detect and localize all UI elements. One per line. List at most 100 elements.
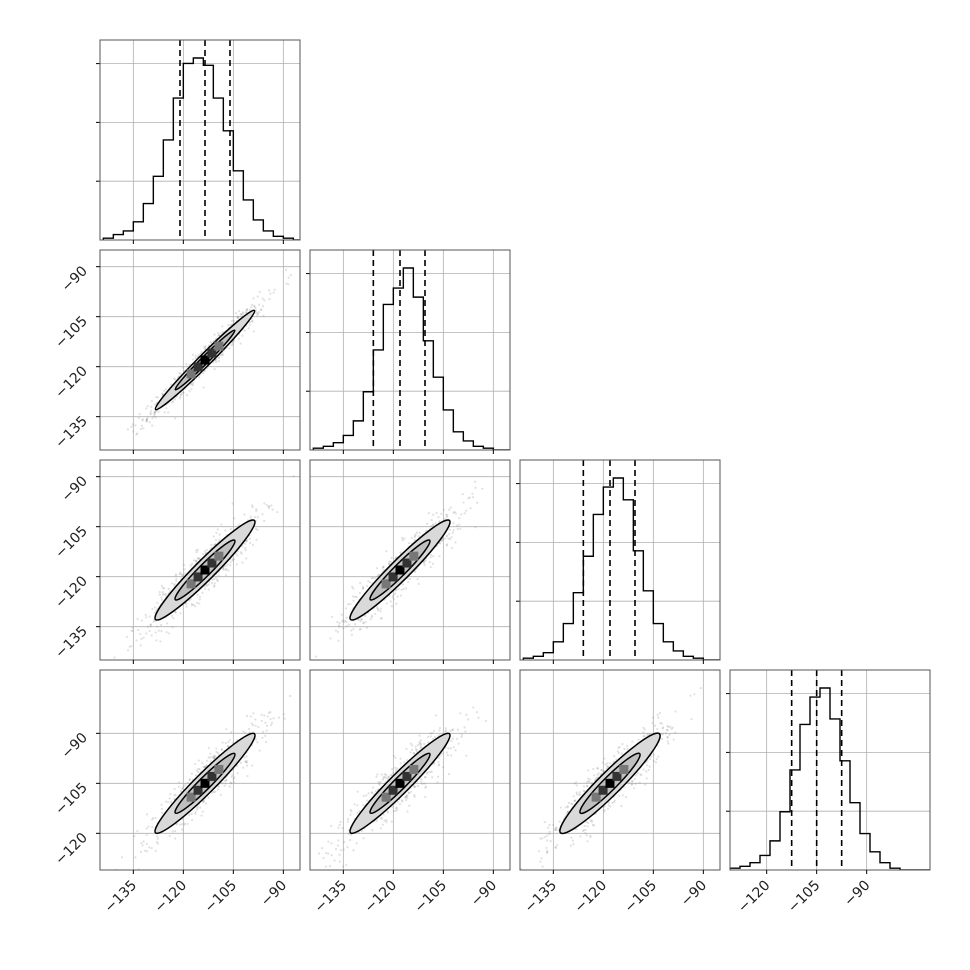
scatter-point xyxy=(396,595,399,598)
scatter-point xyxy=(282,713,285,716)
scatter-point xyxy=(347,818,350,821)
scatter-point xyxy=(582,785,586,788)
scatter-point xyxy=(287,276,290,279)
scatter-point xyxy=(168,797,171,800)
scatter-point xyxy=(430,524,433,527)
scatter-point xyxy=(196,548,199,552)
scatter-point xyxy=(367,792,370,795)
scatter-point xyxy=(414,748,417,751)
scatter-point xyxy=(174,837,177,840)
scatter-point xyxy=(231,502,234,505)
scatter-point xyxy=(593,779,596,782)
scatter-point xyxy=(174,574,178,577)
scatter-point xyxy=(555,844,559,847)
scatter-point xyxy=(596,776,599,779)
scatter-point xyxy=(139,850,143,853)
scatter-point xyxy=(245,308,249,311)
scatter-point xyxy=(674,710,677,713)
scatter-point xyxy=(182,366,185,369)
scatter-point xyxy=(194,812,197,815)
panel-0-0 xyxy=(96,39,301,244)
scatter-point xyxy=(541,865,544,868)
scatter-point xyxy=(204,348,207,351)
scatter-point xyxy=(146,625,150,628)
scatter-point xyxy=(136,829,139,833)
scatter-point xyxy=(289,694,292,698)
scatter-point xyxy=(167,411,170,414)
scatter-point xyxy=(442,508,445,511)
scatter-point xyxy=(613,800,616,804)
scatter-point xyxy=(191,384,195,387)
scatter-point xyxy=(467,718,470,721)
scatter-point xyxy=(207,583,210,586)
scatter-point xyxy=(149,623,152,626)
scatter-point xyxy=(591,823,595,827)
scatter-point xyxy=(157,410,160,413)
scatter-point xyxy=(224,574,228,577)
scatter-point xyxy=(330,854,333,857)
scatter-point xyxy=(174,793,177,796)
scatter-point xyxy=(379,607,382,610)
scatter-point xyxy=(195,769,198,772)
scatter-point xyxy=(194,559,197,563)
scatter-point xyxy=(160,803,163,806)
scatter-point xyxy=(448,528,451,531)
scatter-point xyxy=(254,724,257,727)
histogram-1 xyxy=(312,267,510,450)
scatter-point xyxy=(184,783,187,786)
scatter-point xyxy=(600,769,604,772)
scatter-point xyxy=(589,834,592,837)
scatter-point xyxy=(132,430,135,433)
scatter-point xyxy=(477,716,480,719)
scatter-point xyxy=(212,577,216,580)
scatter-point xyxy=(136,432,139,435)
scatter-point xyxy=(338,860,341,863)
scatter-point xyxy=(268,289,271,292)
scatter-point xyxy=(245,755,248,758)
scatter-point xyxy=(195,551,198,554)
scatter-point xyxy=(228,785,232,788)
scatter-point xyxy=(161,392,164,395)
scatter-point xyxy=(213,368,216,371)
scatter-point xyxy=(634,782,637,785)
scatter-point xyxy=(289,274,292,277)
scatter-point xyxy=(200,350,203,354)
scatter-point xyxy=(417,582,420,586)
scatter-point xyxy=(233,339,236,342)
scatter-point xyxy=(345,625,348,628)
scatter-point xyxy=(429,553,433,557)
scatter-point xyxy=(212,756,215,760)
scatter-point xyxy=(385,550,388,553)
scatter-point xyxy=(583,824,586,828)
scatter-point xyxy=(638,781,641,784)
scatter-point xyxy=(174,573,178,576)
scatter-point xyxy=(426,771,430,774)
scatter-point xyxy=(463,512,466,515)
x-tick-label: −135 xyxy=(102,878,141,917)
density-cell xyxy=(186,792,196,802)
scatter-point xyxy=(368,581,371,584)
scatter-point xyxy=(399,551,402,554)
density-cell xyxy=(402,771,412,781)
scatter-point xyxy=(359,620,362,623)
scatter-point xyxy=(131,629,134,633)
scatter-point xyxy=(270,723,273,727)
scatter-point xyxy=(258,290,261,293)
scatter-point xyxy=(150,409,153,413)
panel-3-2: −135 −120 −105 −90 xyxy=(519,669,721,916)
scatter-point xyxy=(474,486,477,489)
scatter-point xyxy=(455,737,459,740)
scatter-point xyxy=(345,620,348,624)
scatter-point xyxy=(400,799,404,802)
scatter-point xyxy=(244,546,247,550)
scatter-point xyxy=(344,619,347,622)
scatter-point xyxy=(602,770,605,773)
scatter-point xyxy=(328,865,332,868)
panel-2-1 xyxy=(309,459,511,664)
scatter-point xyxy=(617,751,620,755)
scatter-point xyxy=(438,726,442,730)
scatter-point xyxy=(343,840,346,843)
scatter-point xyxy=(450,536,453,539)
scatter-point xyxy=(192,381,195,384)
scatter-point xyxy=(353,803,356,806)
